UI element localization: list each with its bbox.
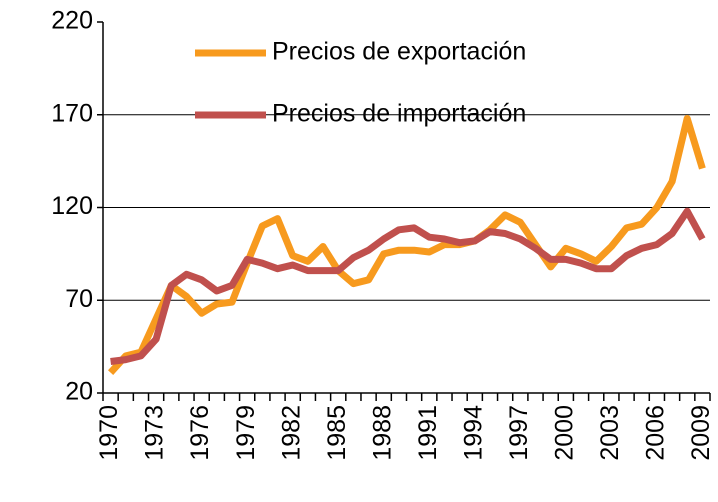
y-tick-label: 20 (65, 378, 93, 406)
x-tick-label: 1973 (141, 405, 169, 461)
x-tick-label: 1976 (186, 405, 214, 461)
y-tick-label: 120 (51, 192, 93, 220)
series-line (108, 115, 706, 375)
legend-label: Precios de importación (272, 100, 526, 128)
x-tick-label: 1970 (95, 405, 123, 461)
x-tick-label: 2003 (596, 405, 624, 461)
x-tick-label: 1985 (323, 405, 351, 461)
x-tick-label: 2009 (687, 405, 715, 461)
series-line (110, 207, 706, 365)
x-tick-label: 1994 (459, 405, 487, 461)
x-tick-label: 1991 (414, 405, 442, 461)
x-tick-label: 1979 (232, 405, 260, 461)
y-tick-label: 220 (51, 7, 93, 35)
y-tick-label: 70 (65, 285, 93, 313)
y-tick-label: 170 (51, 99, 93, 127)
x-tick-label: 2006 (641, 405, 669, 461)
x-tick-label: 1997 (505, 405, 533, 461)
x-tick-label: 2000 (550, 405, 578, 461)
legend-label: Precios de exportación (272, 38, 526, 66)
x-tick-label: 1988 (368, 405, 396, 461)
x-tick-label: 1982 (277, 405, 305, 461)
